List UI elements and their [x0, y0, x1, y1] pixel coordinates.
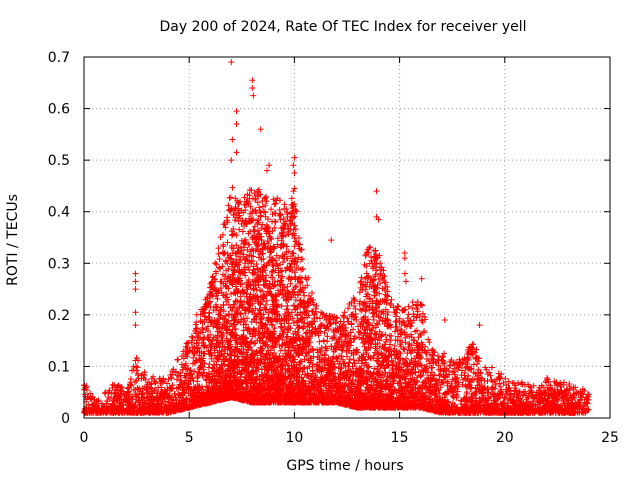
data-point — [276, 291, 283, 298]
data-point — [164, 380, 171, 387]
data-point — [158, 384, 165, 391]
data-point — [177, 377, 184, 384]
data-point — [152, 380, 159, 387]
data-point — [165, 376, 172, 383]
data-point — [340, 314, 347, 321]
data-point — [321, 329, 328, 336]
data-point — [186, 380, 193, 387]
data-point — [106, 387, 113, 394]
data-point — [163, 390, 170, 397]
data-point — [141, 369, 148, 376]
data-point — [127, 375, 134, 382]
data-point — [147, 393, 154, 400]
data-point — [317, 315, 324, 322]
data-point — [285, 365, 292, 372]
data-point — [95, 397, 102, 404]
data-point — [152, 379, 159, 386]
data-point — [299, 256, 306, 263]
data-point — [271, 218, 278, 225]
data-point — [346, 359, 353, 366]
data-point — [362, 252, 369, 259]
data-point — [188, 337, 195, 344]
data-point — [358, 274, 365, 281]
data-point — [128, 396, 135, 403]
data-point — [135, 357, 142, 364]
data-point — [277, 211, 284, 218]
data-point — [190, 377, 197, 384]
data-point — [161, 387, 168, 394]
data-point — [135, 370, 142, 377]
data-point — [206, 310, 213, 317]
data-point — [345, 305, 352, 312]
data-point — [305, 274, 312, 281]
data-point — [101, 390, 108, 397]
data-point — [190, 354, 197, 361]
data-point — [213, 261, 220, 268]
data-point — [229, 231, 236, 238]
data-point — [150, 373, 157, 380]
data-point — [267, 234, 274, 241]
data-point — [172, 369, 179, 376]
data-point — [262, 194, 269, 201]
chart-title: Day 200 of 2024, Rate Of TEC Index for r… — [159, 19, 526, 35]
data-point — [134, 364, 141, 371]
data-point — [225, 202, 232, 209]
data-point — [269, 268, 276, 275]
data-point — [280, 259, 287, 266]
data-point — [174, 356, 181, 363]
data-point — [189, 334, 196, 341]
data-point — [83, 386, 90, 393]
data-point — [125, 391, 132, 398]
data-point — [256, 204, 263, 211]
data-point — [229, 184, 236, 191]
data-points — [80, 59, 593, 416]
data-point — [277, 347, 284, 354]
data-point — [158, 400, 165, 407]
data-point — [147, 384, 154, 391]
data-point — [308, 289, 315, 296]
data-point — [154, 390, 161, 397]
data-point — [370, 316, 377, 323]
data-point — [187, 367, 194, 374]
data-point — [216, 264, 223, 271]
data-point — [133, 367, 140, 374]
data-point — [288, 195, 295, 202]
data-point — [186, 348, 193, 355]
data-point — [158, 399, 165, 406]
data-point — [128, 382, 135, 389]
data-point — [168, 393, 175, 400]
data-point — [226, 195, 233, 202]
data-point — [313, 302, 320, 309]
data-point — [168, 386, 175, 393]
data-point — [169, 382, 176, 389]
data-point — [126, 388, 133, 395]
data-point — [278, 303, 285, 310]
data-point — [168, 375, 175, 382]
data-point — [180, 348, 187, 355]
data-point — [216, 256, 223, 263]
data-point — [118, 384, 125, 391]
data-point — [160, 376, 167, 383]
data-point — [133, 363, 140, 370]
data-point — [142, 376, 149, 383]
data-point — [212, 259, 219, 266]
data-point — [173, 376, 180, 383]
data-point — [178, 361, 185, 368]
data-point — [188, 371, 195, 378]
data-point — [206, 361, 213, 368]
data-point — [129, 396, 136, 403]
data-point — [227, 194, 234, 201]
data-point — [214, 295, 221, 302]
data-point — [89, 393, 96, 400]
data-point — [222, 257, 229, 264]
data-point — [162, 398, 169, 405]
data-point — [182, 360, 189, 367]
data-point — [139, 391, 146, 398]
